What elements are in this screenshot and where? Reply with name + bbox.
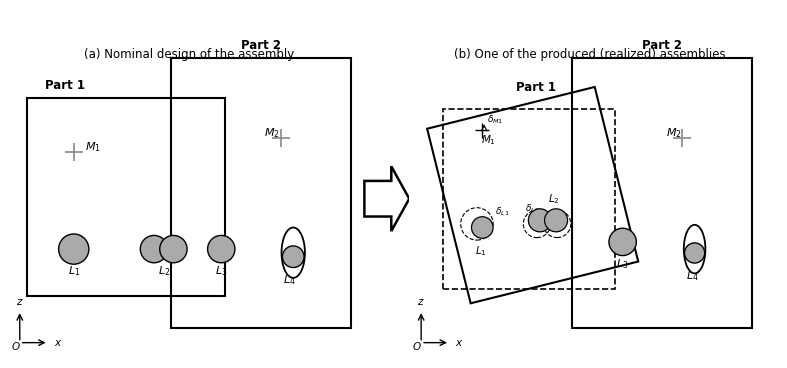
Text: $z$: $z$ bbox=[417, 297, 425, 307]
Text: $L_4$: $L_4$ bbox=[686, 270, 699, 283]
Text: $\delta_{L2}$: $\delta_{L2}$ bbox=[526, 202, 540, 215]
Text: $L_3$: $L_3$ bbox=[215, 264, 227, 278]
Bar bbox=[443, 109, 615, 289]
Text: (a) Nominal design of the assembly: (a) Nominal design of the assembly bbox=[83, 47, 294, 61]
Text: Part 2: Part 2 bbox=[241, 39, 281, 52]
Text: $L_4$: $L_4$ bbox=[283, 273, 296, 287]
Bar bbox=[171, 59, 351, 328]
Text: $\delta_{M1}$: $\delta_{M1}$ bbox=[486, 113, 503, 126]
Text: $M_2$: $M_2$ bbox=[264, 126, 280, 139]
Text: $O$: $O$ bbox=[11, 340, 20, 352]
Text: $L_3$: $L_3$ bbox=[616, 257, 629, 271]
Circle shape bbox=[58, 234, 89, 264]
Text: $L_1$: $L_1$ bbox=[475, 244, 486, 258]
Text: Part 1: Part 1 bbox=[45, 79, 85, 92]
Text: $M_1$: $M_1$ bbox=[84, 140, 101, 154]
Text: Part 1: Part 1 bbox=[516, 81, 556, 94]
Text: $M_1$: $M_1$ bbox=[481, 133, 496, 147]
Ellipse shape bbox=[684, 225, 705, 273]
Circle shape bbox=[208, 236, 235, 263]
Circle shape bbox=[545, 209, 567, 232]
Circle shape bbox=[685, 243, 704, 263]
Text: Part 2: Part 2 bbox=[642, 39, 682, 52]
Circle shape bbox=[609, 228, 637, 255]
Text: $M_2$: $M_2$ bbox=[666, 126, 682, 139]
Bar bbox=[27, 98, 225, 296]
Text: $L_2$: $L_2$ bbox=[157, 264, 170, 278]
Text: (b) One of the produced (realized) assemblies: (b) One of the produced (realized) assem… bbox=[454, 47, 726, 61]
Polygon shape bbox=[364, 166, 409, 231]
Text: $L_2$: $L_2$ bbox=[549, 192, 560, 206]
Text: $z$: $z$ bbox=[16, 297, 24, 307]
Circle shape bbox=[528, 209, 552, 232]
Text: $L_1$: $L_1$ bbox=[68, 264, 80, 278]
Bar bbox=[572, 59, 752, 328]
Text: $x$: $x$ bbox=[54, 338, 62, 348]
Circle shape bbox=[140, 236, 168, 263]
Text: $\delta_{L1}$: $\delta_{L1}$ bbox=[495, 206, 509, 219]
Circle shape bbox=[160, 236, 187, 263]
Circle shape bbox=[283, 246, 304, 268]
Ellipse shape bbox=[282, 227, 305, 278]
Text: $O$: $O$ bbox=[412, 340, 422, 352]
Circle shape bbox=[471, 217, 493, 238]
Text: $x$: $x$ bbox=[456, 338, 464, 348]
